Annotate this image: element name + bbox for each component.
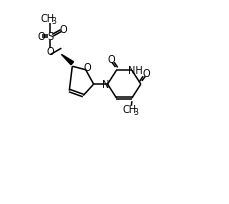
Polygon shape	[61, 55, 73, 65]
Text: CH: CH	[40, 14, 54, 24]
Text: S: S	[47, 32, 53, 42]
Text: O: O	[142, 69, 150, 79]
Text: N: N	[102, 80, 109, 90]
Text: O: O	[37, 32, 45, 42]
Text: NH: NH	[127, 66, 142, 76]
Text: CH: CH	[122, 104, 136, 114]
Text: O: O	[83, 63, 91, 73]
Text: 3: 3	[52, 17, 56, 26]
Text: 3: 3	[133, 108, 138, 117]
Text: O: O	[59, 25, 67, 35]
Text: O: O	[107, 55, 114, 65]
Text: O: O	[46, 47, 54, 57]
